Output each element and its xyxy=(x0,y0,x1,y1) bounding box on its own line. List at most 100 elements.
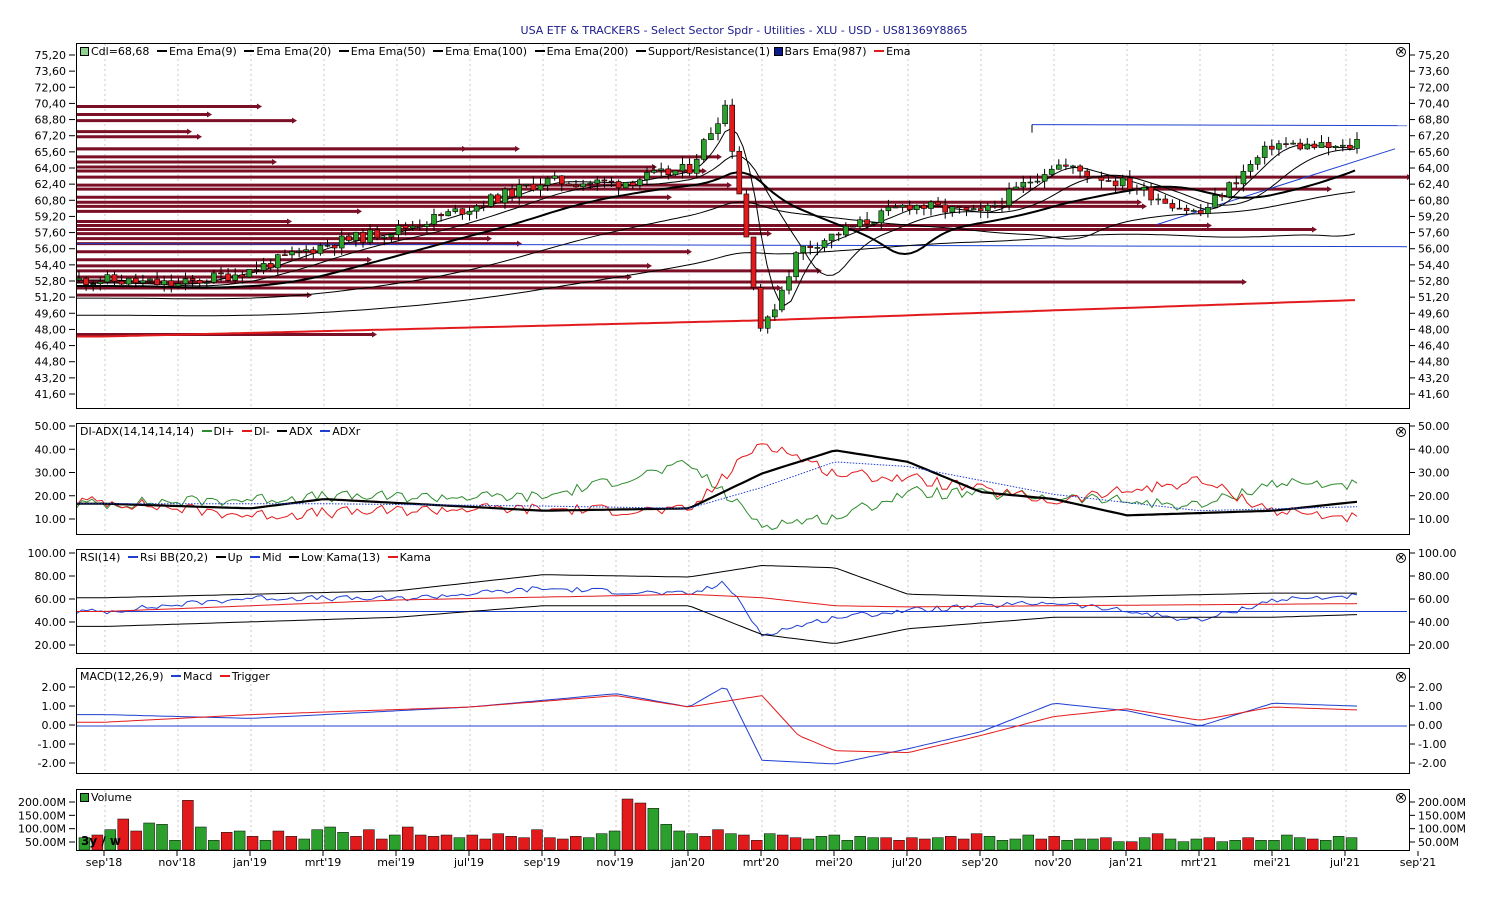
price-ytick-right: 46,40 xyxy=(1418,340,1450,353)
rsi-ytick-right: 40.00 xyxy=(1418,616,1450,629)
candle-down xyxy=(956,206,963,208)
candle-up xyxy=(97,281,104,284)
close-pane-icon[interactable]: × xyxy=(1396,793,1406,803)
volume-bar xyxy=(802,838,815,850)
x-axis-label: nov'18 xyxy=(158,856,195,869)
price-ytick-right: 68,80 xyxy=(1418,114,1450,127)
volume-bar xyxy=(1177,841,1190,850)
candle-down xyxy=(416,225,423,228)
price-ytick-left: 67,20 xyxy=(35,130,67,143)
candle-up xyxy=(246,268,253,278)
volume-ytick-right: 50.00M xyxy=(1418,836,1459,849)
candle-up xyxy=(1240,171,1247,185)
price-ytick-left: 54,40 xyxy=(35,259,67,272)
ema9-line xyxy=(77,128,1356,306)
candle-up xyxy=(970,208,977,211)
macd-line-icon xyxy=(171,675,182,677)
price-ytick-right: 70,40 xyxy=(1418,97,1450,110)
volume-bar xyxy=(919,838,931,850)
volume-bar xyxy=(78,837,91,850)
candle-up xyxy=(1226,182,1232,198)
sr-arrow-icon xyxy=(357,208,362,215)
adx-line-icon xyxy=(277,430,288,432)
candle-down xyxy=(132,277,139,284)
close-pane-icon[interactable]: × xyxy=(1396,553,1406,563)
sr-arrow-icon xyxy=(207,111,212,118)
legend-rsi14: RSI(14) xyxy=(80,551,121,564)
series-line-adxr xyxy=(77,461,1358,512)
candle-down xyxy=(495,194,501,204)
price-ytick-left: 46,40 xyxy=(35,340,67,353)
volume-bar xyxy=(414,834,427,850)
price-ytick-right: 59,20 xyxy=(1418,210,1450,223)
candle-up xyxy=(722,104,728,124)
candle-down xyxy=(168,280,175,287)
candle-up xyxy=(1340,144,1346,147)
price-ytick-left: 62,40 xyxy=(35,178,67,191)
sr-arrow-icon xyxy=(257,103,262,110)
volume-bar xyxy=(1345,837,1358,850)
volume-bar xyxy=(324,826,336,850)
candle-up xyxy=(260,263,267,271)
volume-bar xyxy=(518,837,530,850)
candle-up xyxy=(317,245,324,254)
timeframe-toggle[interactable]: 3y / w xyxy=(81,834,121,848)
candle-up xyxy=(786,276,792,291)
volume-bar xyxy=(1022,834,1035,850)
price-ytick-right: 73,60 xyxy=(1418,65,1450,78)
adx-ytick-left: 40.00 xyxy=(35,443,67,456)
candle-up xyxy=(473,205,480,212)
macd-ytick-right: 0.00 xyxy=(1418,719,1443,732)
legend-macd-params: MACD(12,26,9) xyxy=(80,670,164,683)
price-ytick-right: 52,80 xyxy=(1418,275,1450,288)
price-ytick-right: 51,20 xyxy=(1418,291,1450,304)
volume-bar xyxy=(1294,837,1306,850)
legend-ema-label-6: Ema xyxy=(886,45,911,58)
x-axis-label: mrt'19 xyxy=(305,856,342,869)
candle-up xyxy=(1254,157,1261,165)
candle-down xyxy=(1176,207,1183,210)
volume-bar xyxy=(1048,836,1060,850)
sr-arrow-icon xyxy=(272,158,277,165)
volume-bar xyxy=(208,840,220,850)
close-pane-icon[interactable]: × xyxy=(1396,427,1406,437)
candle-up xyxy=(445,211,452,217)
legend-rsi: Rsi xyxy=(139,551,157,564)
volume-ytick-right: 150.00M xyxy=(1418,809,1466,822)
volume-pane[interactable]: Volume 3y / w × xyxy=(76,789,1410,851)
candle-up xyxy=(1020,182,1027,188)
candle-down xyxy=(1134,188,1140,191)
series-line-di xyxy=(77,443,1358,523)
rsi-pane[interactable]: RSI(14) Rsi BB(20,2) Up Mid Low Kama(13)… xyxy=(76,549,1410,654)
volume-bar xyxy=(505,836,517,850)
volume-bar xyxy=(582,837,595,850)
close-pane-icon[interactable]: × xyxy=(1396,47,1406,57)
candle-down xyxy=(1219,195,1225,198)
candle-up xyxy=(899,204,906,208)
candle-down xyxy=(1183,207,1190,211)
volume-bar xyxy=(738,834,750,850)
adx-ytick-right: 20.00 xyxy=(1418,490,1450,503)
sr-line-icon xyxy=(635,50,646,52)
ema100-line xyxy=(77,191,1356,300)
close-pane-icon[interactable]: × xyxy=(1396,672,1406,682)
candle-up xyxy=(857,219,863,228)
candle-up xyxy=(821,240,828,248)
candle-up xyxy=(679,164,686,172)
series-line-macd xyxy=(77,687,1358,765)
adx-pane[interactable]: DI-ADX(14,14,14,14) DI+ DI- ADX ADXr × xyxy=(76,423,1410,535)
candle-down xyxy=(615,181,622,189)
candle-up xyxy=(800,245,807,253)
adx-ytick-right: 30.00 xyxy=(1418,467,1450,480)
candle-down xyxy=(1091,176,1098,178)
candle-up xyxy=(338,235,345,249)
price-pane[interactable]: Cdl=68,68 Ema Ema(9) Ema Ema(20) Ema Ema… xyxy=(76,43,1410,409)
macd-pane[interactable]: MACD(12,26,9) Macd Trigger × xyxy=(76,668,1410,774)
x-axis-label: jul'20 xyxy=(891,856,922,869)
volume-bar xyxy=(479,838,491,850)
candle-up xyxy=(1070,165,1076,168)
candle-down xyxy=(1112,180,1119,187)
volume-ytick-left: 150.00M xyxy=(18,809,66,822)
macd-ytick-left: 1.00 xyxy=(42,700,67,713)
candle-up xyxy=(395,225,402,236)
